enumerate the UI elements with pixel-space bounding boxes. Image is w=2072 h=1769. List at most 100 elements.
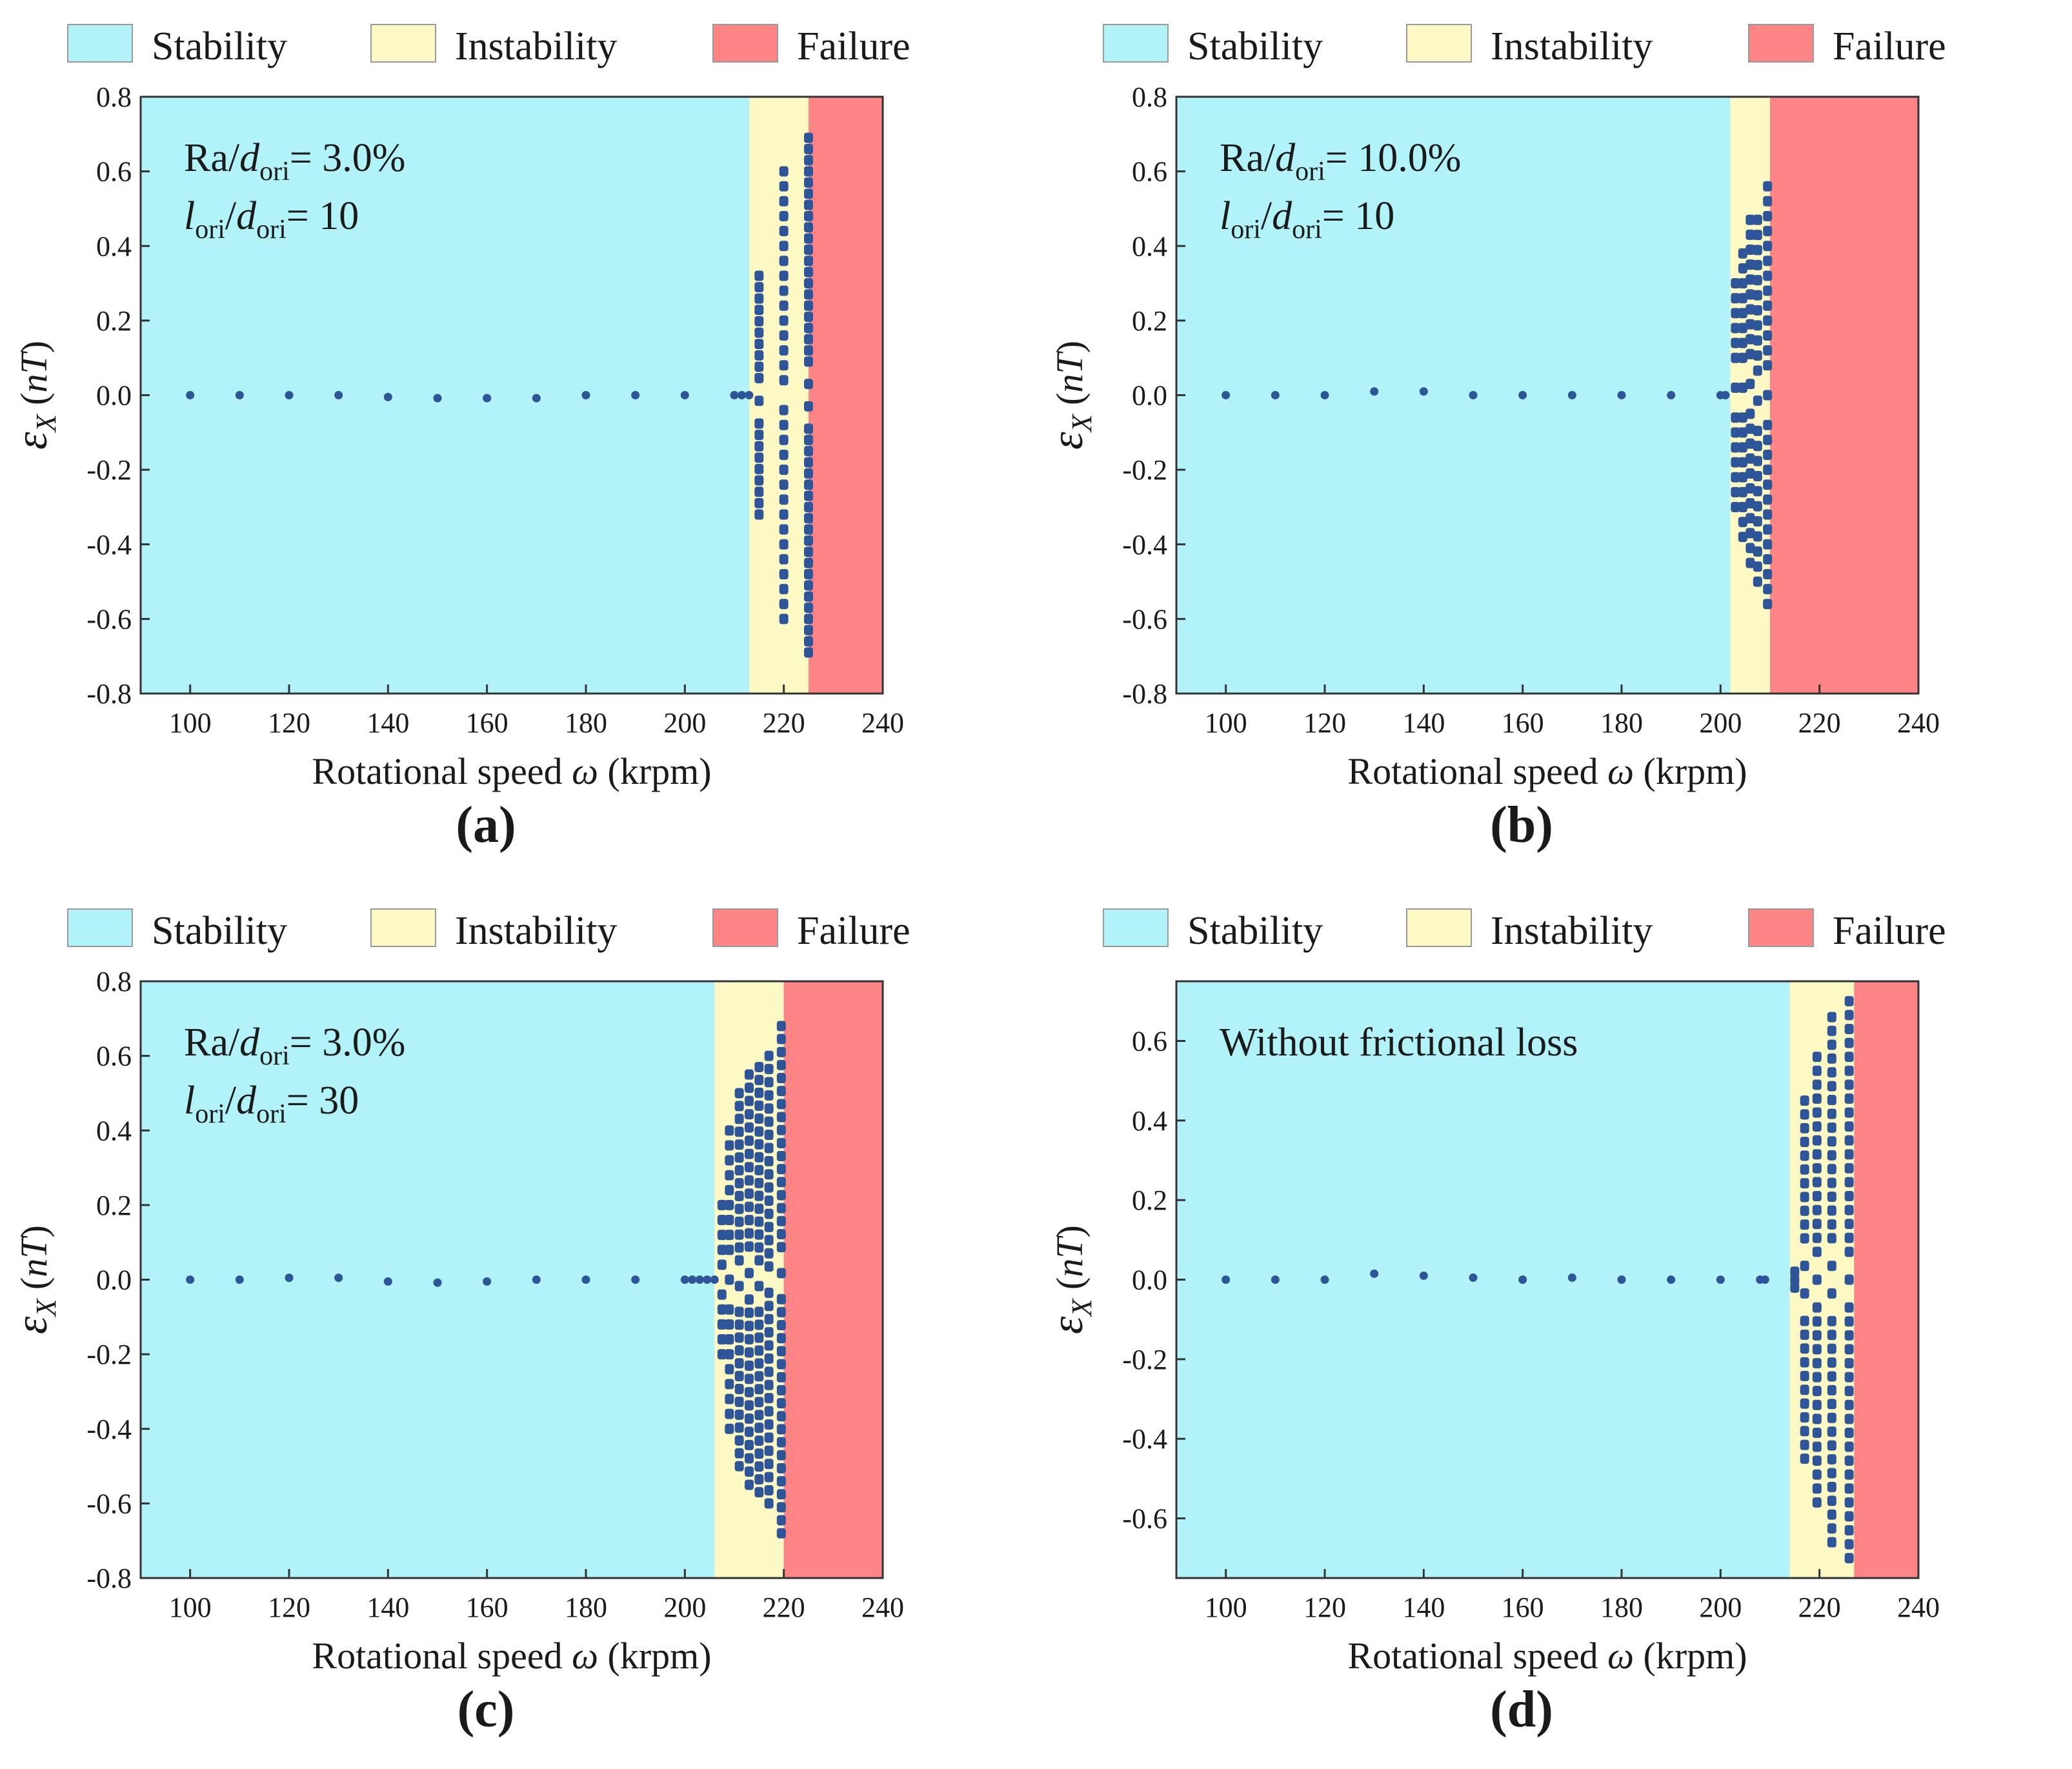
data-point — [745, 1453, 754, 1464]
data-point — [1753, 501, 1762, 512]
data-point — [776, 1398, 786, 1409]
data-point — [779, 270, 789, 281]
data-point — [745, 1148, 754, 1159]
data-point — [1800, 1150, 1809, 1161]
data-point — [734, 1281, 744, 1292]
data-point — [1745, 408, 1755, 419]
data-point — [1827, 1399, 1836, 1410]
data-point — [1738, 517, 1747, 528]
data-point — [717, 1304, 727, 1315]
data-point — [1812, 1316, 1822, 1327]
x-tick-label: 220 — [763, 707, 805, 739]
data-point — [235, 391, 244, 399]
data-point — [1812, 1455, 1822, 1466]
data-point — [1745, 557, 1755, 568]
data-point — [1800, 1426, 1809, 1437]
x-tick-label: 200 — [663, 1592, 706, 1623]
data-point — [1812, 1414, 1822, 1424]
data-point — [334, 391, 343, 399]
data-point — [776, 1384, 786, 1395]
data-point — [776, 1190, 786, 1201]
data-point — [1763, 419, 1773, 430]
data-point — [532, 1275, 541, 1284]
data-point — [745, 1135, 754, 1146]
legend-swatch-failure — [712, 24, 778, 63]
data-point — [1370, 387, 1379, 396]
region-failure — [783, 981, 883, 1578]
x-axis-title: Rotational speed ω (krpm) — [1347, 750, 1747, 792]
data-point — [1738, 248, 1747, 259]
legend-label-stability: Stability — [1187, 909, 1323, 953]
data-point — [1763, 330, 1773, 341]
data-point — [754, 1358, 764, 1369]
data-point — [776, 1372, 786, 1383]
data-point — [804, 479, 813, 490]
data-point — [776, 1515, 786, 1526]
data-point — [779, 494, 789, 505]
data-point — [1812, 1219, 1822, 1230]
data-point — [754, 1190, 764, 1201]
data-point — [734, 1358, 744, 1369]
data-point — [776, 1489, 786, 1500]
data-point — [1745, 498, 1755, 509]
y-tick-label: 0.4 — [96, 1115, 132, 1146]
y-axis-title-group: εX (nT) — [7, 341, 62, 450]
data-point — [1763, 241, 1773, 252]
panel-label: (a) — [456, 797, 516, 854]
data-point — [745, 1466, 754, 1477]
data-point — [776, 1099, 786, 1110]
y-tick-label: -0.4 — [86, 1414, 132, 1445]
data-point — [1844, 1414, 1854, 1424]
data-point — [776, 1475, 786, 1486]
chart-a: Stability Instability Failure 100 120 140 160 1… — [7, 24, 910, 854]
data-point — [1844, 1107, 1854, 1118]
data-point — [383, 1277, 392, 1286]
data-point — [776, 1150, 786, 1161]
data-point — [1800, 1261, 1809, 1272]
data-point — [1763, 226, 1773, 237]
data-point — [776, 1059, 786, 1070]
data-point — [804, 155, 813, 166]
annotation-ra: Ra/dori= 3.0% — [184, 1021, 405, 1071]
x-tick-label: 240 — [1897, 707, 1940, 739]
data-point — [1763, 465, 1773, 475]
x-tick-label: 180 — [565, 707, 607, 739]
data-point — [745, 1413, 754, 1424]
data-point — [1827, 1164, 1836, 1175]
data-point — [779, 375, 789, 386]
data-point — [764, 1327, 774, 1338]
legend-swatch-stability — [1103, 908, 1169, 947]
data-point — [725, 1379, 734, 1390]
data-point — [1812, 1399, 1822, 1410]
data-point — [730, 391, 739, 399]
data-point — [725, 1423, 734, 1434]
data-point — [1812, 1232, 1822, 1243]
data-point — [1469, 1273, 1478, 1282]
data-point — [1844, 1037, 1854, 1048]
data-point — [779, 539, 789, 550]
data-point — [776, 1502, 786, 1513]
legend-swatch-failure — [1748, 24, 1814, 63]
data-point — [1812, 1149, 1822, 1160]
data-point — [1745, 245, 1755, 255]
y-tick-label: 0.6 — [96, 156, 132, 188]
data-point — [1753, 395, 1762, 406]
data-point — [764, 1484, 774, 1495]
data-point — [1667, 391, 1676, 399]
data-point — [1827, 1191, 1836, 1202]
y-tick-label: 0.2 — [96, 1190, 132, 1221]
x-axis-title: Rotational speed ω (krpm) — [312, 750, 711, 792]
data-point — [776, 1424, 786, 1435]
legend-swatch-instability — [370, 24, 436, 63]
data-point — [779, 345, 789, 356]
y-tick-label: 0.2 — [96, 305, 132, 337]
data-point — [1800, 1454, 1809, 1464]
data-point — [1812, 1372, 1822, 1383]
data-point — [764, 1445, 774, 1456]
data-point — [1667, 1275, 1676, 1284]
data-point — [1844, 1163, 1854, 1174]
data-point — [1222, 391, 1231, 399]
data-point — [1812, 1177, 1822, 1188]
data-point — [1844, 1052, 1854, 1063]
annotation-ra: Ra/dori= 10.0% — [1220, 136, 1461, 186]
